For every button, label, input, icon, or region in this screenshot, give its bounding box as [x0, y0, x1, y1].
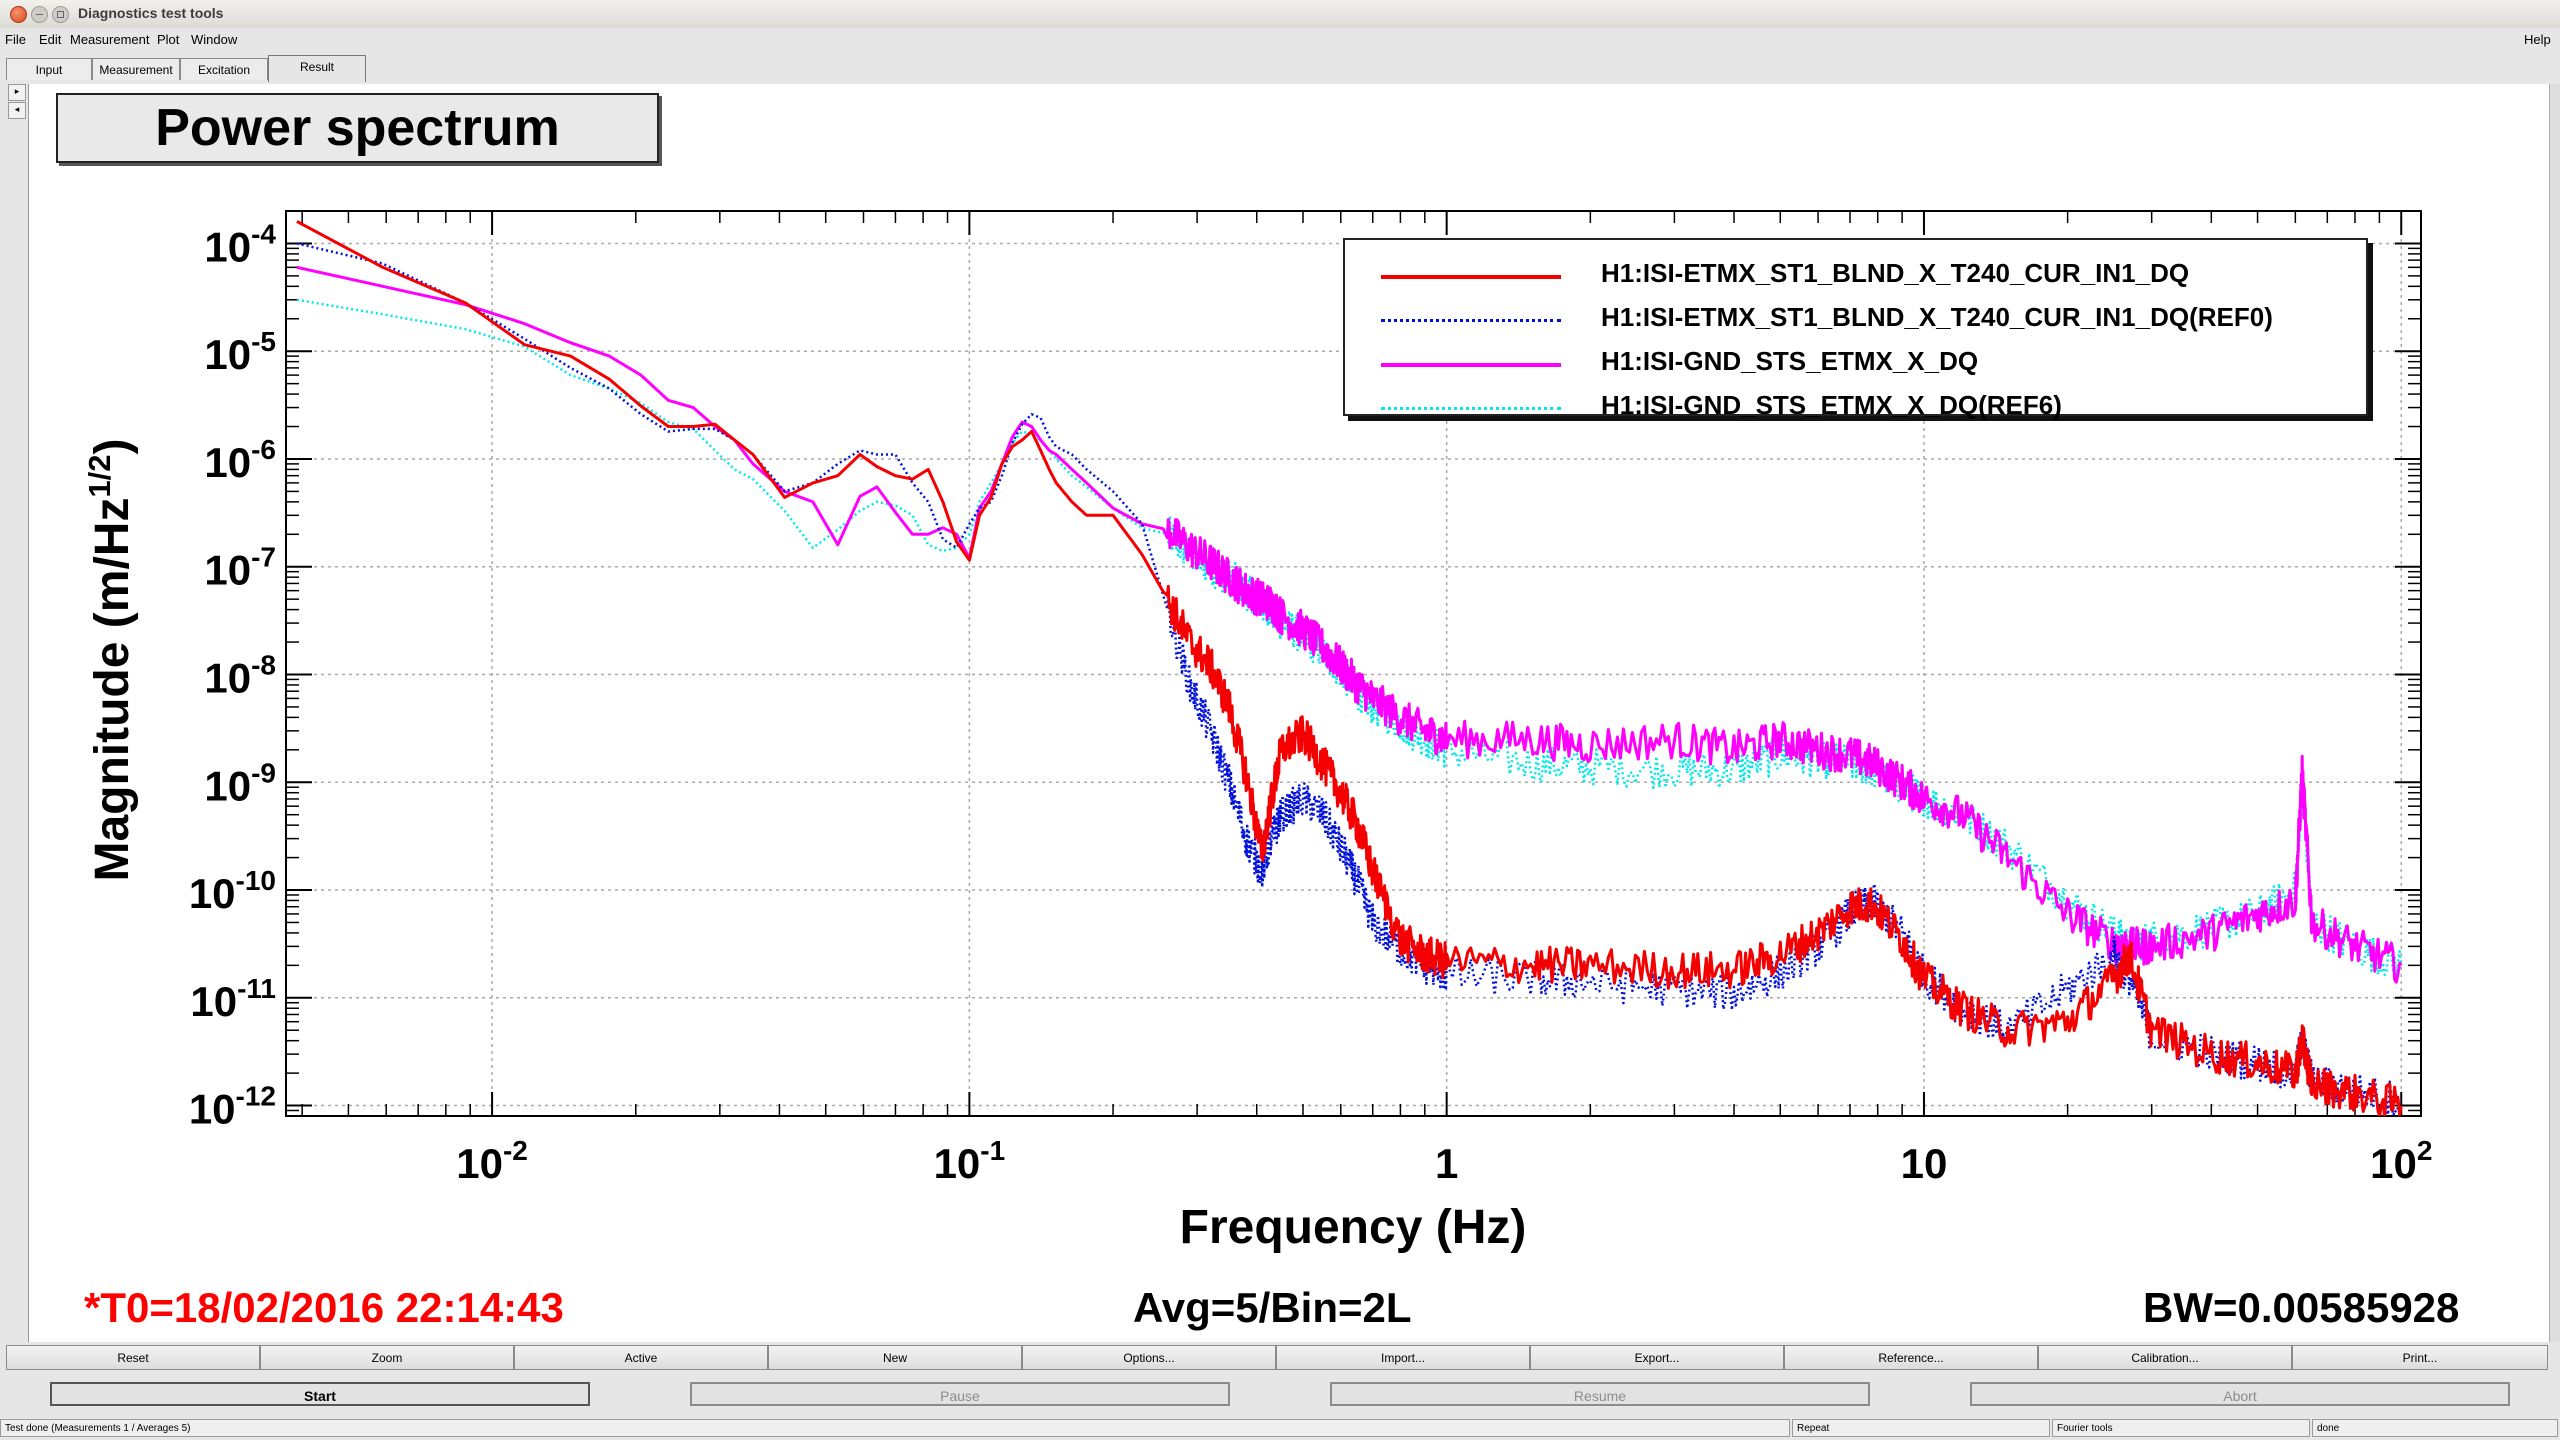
- legend-swatch: [1381, 407, 1561, 410]
- legend-swatch: [1381, 363, 1561, 367]
- legend: H1:ISI-ETMX_ST1_BLND_X_T240_CUR_IN1_DQ H…: [1343, 238, 2368, 420]
- legend-entry: H1:ISI-GND_STS_ETMX_X_DQ(REF6): [1345, 386, 2366, 430]
- svg-text:Magnitude (m/Hz1/2): Magnitude (m/Hz1/2): [82, 438, 139, 881]
- reference-button[interactable]: Reference...: [1784, 1345, 2038, 1370]
- active-button[interactable]: Active: [514, 1345, 768, 1370]
- close-window-button[interactable]: [10, 6, 27, 23]
- legend-entry: H1:ISI-ETMX_ST1_BLND_X_T240_CUR_IN1_DQ: [1345, 254, 2366, 298]
- status-state: done: [2312, 1419, 2558, 1437]
- tab-measurement[interactable]: Measurement: [92, 58, 180, 80]
- legend-entry: H1:ISI-ETMX_ST1_BLND_X_T240_CUR_IN1_DQ(R…: [1345, 298, 2366, 342]
- menu-edit[interactable]: Edit: [39, 32, 62, 47]
- status-message: Test done (Measurements 1 / Averages 5): [0, 1419, 1790, 1437]
- plot-title: Power spectrum: [155, 99, 560, 157]
- pause-button[interactable]: Pause: [690, 1382, 1230, 1406]
- x-tick-label: 10-2: [456, 1135, 528, 1187]
- x-tick-label: 1: [1435, 1140, 1458, 1187]
- axis-ticks: [286, 210, 2421, 1117]
- reset-button[interactable]: Reset: [6, 1345, 260, 1370]
- status-repeat: Repeat: [1792, 1419, 2050, 1437]
- legend-swatch: [1381, 275, 1561, 279]
- resume-button[interactable]: Resume: [1330, 1382, 1870, 1406]
- t0-timestamp: *T0=18/02/2016 22:14:43: [84, 1284, 564, 1331]
- sidebar-divider: [28, 84, 29, 1342]
- window-title: Diagnostics test tools: [78, 5, 224, 21]
- menu-bar: File Edit Measurement Plot Window Help: [0, 28, 2560, 52]
- y-tick-label: 10-9: [204, 757, 276, 809]
- y-tick-label: 10-4: [204, 218, 276, 270]
- status-tool: Fourier tools: [2052, 1419, 2310, 1437]
- axis-tick-labels: 10-2 10-1 1 10 10210-410-510-610-710-810-910…: [189, 218, 2433, 1187]
- y-axis-label: Magnitude (m/Hz1/2): [82, 438, 139, 881]
- legend-swatch: [1381, 319, 1561, 322]
- spectrum-trace: [296, 242, 2402, 1116]
- spectrum-trace: [296, 298, 2403, 981]
- run-control-bar: Start Pause Resume Abort: [0, 1382, 2560, 1412]
- maximize-window-button[interactable]: [52, 6, 69, 23]
- y-tick-label: 10-10: [189, 865, 276, 917]
- tab-excitation[interactable]: Excitation: [180, 58, 268, 80]
- y-tick-label: 10-6: [204, 434, 276, 486]
- menu-plot[interactable]: Plot: [157, 32, 180, 47]
- y-tick-label: 10-11: [190, 973, 276, 1025]
- expand-right-button[interactable]: ▸: [8, 84, 26, 101]
- average-info: Avg=5/Bin=2L: [1133, 1284, 1412, 1331]
- legend-label: H1:ISI-ETMX_ST1_BLND_X_T240_CUR_IN1_DQ: [1601, 258, 2190, 288]
- x-axis-label: Frequency (Hz): [1180, 1201, 1527, 1254]
- tab-bar: Input Measurement Excitation Result: [0, 52, 2560, 82]
- minimize-window-button[interactable]: [31, 6, 48, 23]
- y-axis-label-main: Magnitude (m/Hz: [86, 498, 139, 882]
- tab-input[interactable]: Input: [6, 58, 92, 80]
- options-button[interactable]: Options...: [1022, 1345, 1276, 1370]
- x-tick-label: 10-1: [934, 1135, 1006, 1187]
- plot-pad-sidebar: ▸ ◂: [8, 84, 26, 1342]
- legend-label: H1:ISI-GND_STS_ETMX_X_DQ(REF6): [1601, 390, 2062, 420]
- start-button[interactable]: Start: [50, 1382, 590, 1406]
- x-tick-label: 102: [2370, 1135, 2432, 1187]
- import-button[interactable]: Import...: [1276, 1345, 1530, 1370]
- spectrum-trace: [296, 220, 2403, 1116]
- x-tick-label: 10: [1901, 1140, 1948, 1187]
- y-tick-label: 10-12: [189, 1081, 276, 1133]
- spectrum-trace: [296, 265, 2403, 984]
- bandwidth-info: BW=0.00585928: [2143, 1284, 2460, 1331]
- right-scroll-rail[interactable]: [2549, 84, 2560, 1342]
- spectrum-traces: [296, 220, 2403, 1116]
- y-axis-label-close: ): [86, 438, 139, 454]
- plot-title-box: Power spectrum: [56, 93, 659, 163]
- legend-label: H1:ISI-GND_STS_ETMX_X_DQ: [1601, 346, 1979, 376]
- legend-label: H1:ISI-ETMX_ST1_BLND_X_T240_CUR_IN1_DQ(R…: [1601, 302, 2273, 332]
- zoom-button[interactable]: Zoom: [260, 1345, 514, 1370]
- export-button[interactable]: Export...: [1530, 1345, 1784, 1370]
- legend-entry: H1:ISI-GND_STS_ETMX_X_DQ: [1345, 342, 2366, 386]
- calibration-button[interactable]: Calibration...: [2038, 1345, 2292, 1370]
- expand-left-button[interactable]: ◂: [8, 102, 26, 119]
- menu-help[interactable]: Help: [2524, 32, 2551, 47]
- plot-control-bar: Reset Zoom Active New Options... Import.…: [6, 1345, 2548, 1372]
- menu-measurement[interactable]: Measurement: [70, 32, 150, 47]
- abort-button[interactable]: Abort: [1970, 1382, 2510, 1406]
- new-button[interactable]: New: [768, 1345, 1022, 1370]
- y-tick-label: 10-7: [204, 542, 276, 594]
- y-axis-label-exponent: 1/2: [82, 454, 117, 497]
- menu-file[interactable]: File: [5, 32, 26, 47]
- menu-window[interactable]: Window: [191, 32, 238, 47]
- status-bar: Test done (Measurements 1 / Averages 5) …: [0, 1417, 2560, 1440]
- tab-result[interactable]: Result: [268, 55, 366, 82]
- y-tick-label: 10-8: [204, 649, 276, 701]
- print-button[interactable]: Print...: [2292, 1345, 2548, 1370]
- y-tick-label: 10-5: [204, 326, 276, 378]
